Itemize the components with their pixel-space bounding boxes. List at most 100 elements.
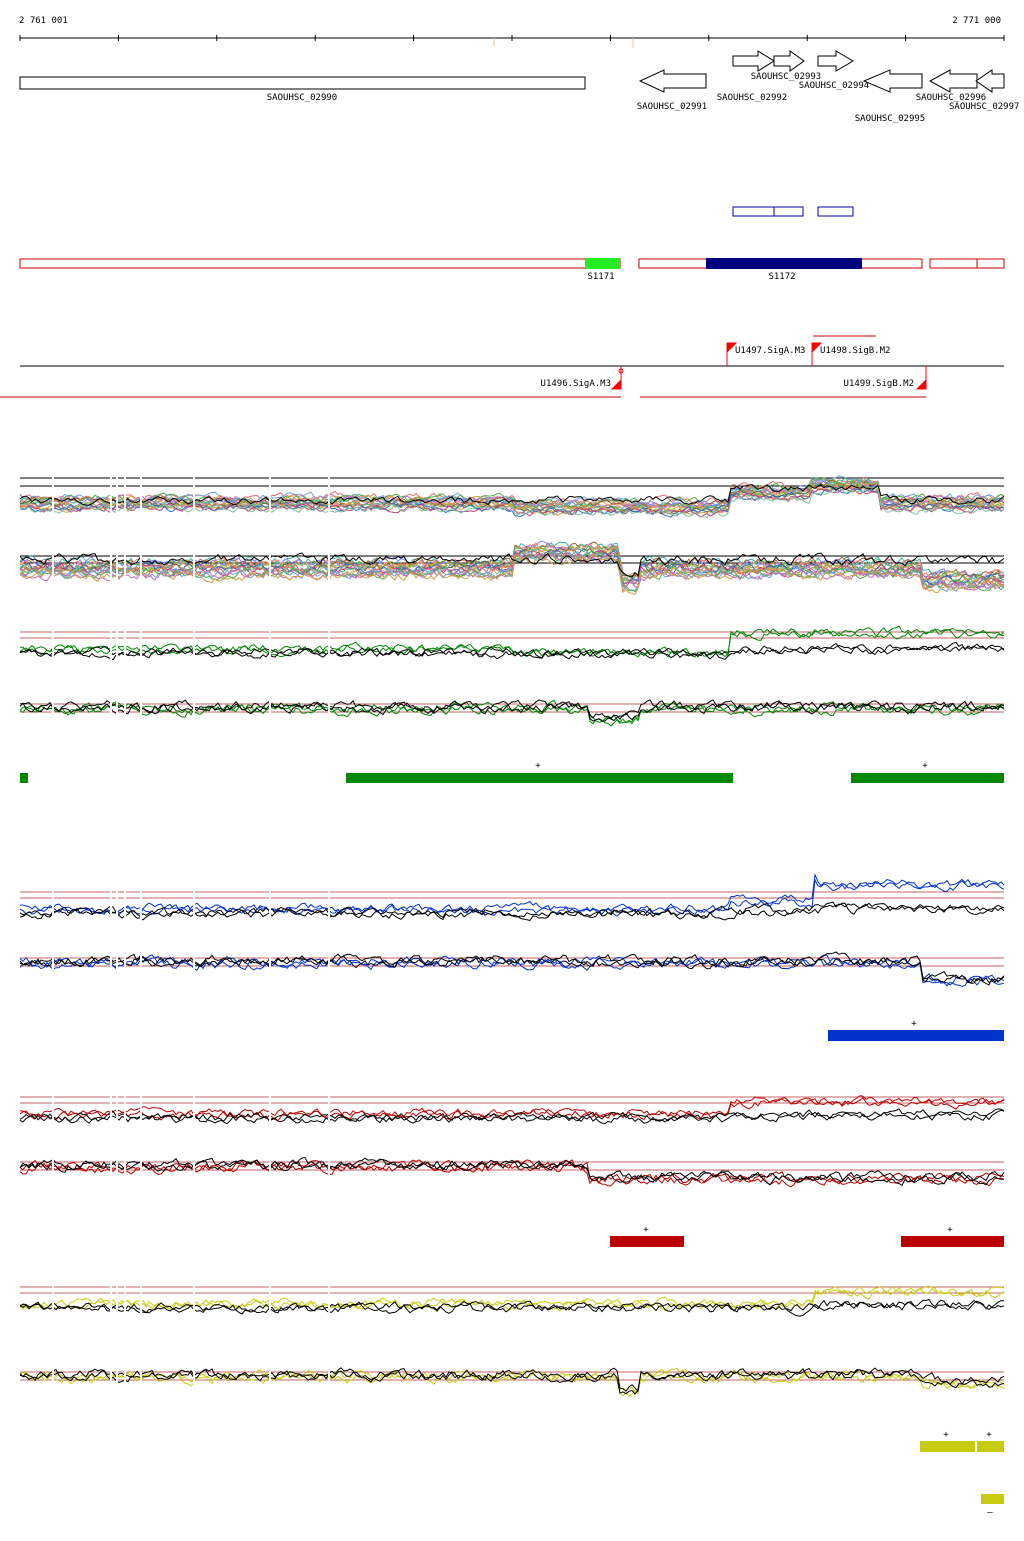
gene-label: SAOUHSC_02991	[637, 102, 707, 112]
gap-mark	[116, 470, 118, 590]
profile-multicolor-track	[19, 470, 1005, 596]
promoter-label: U1498.SigB.M2	[820, 346, 890, 356]
profile-line	[19, 553, 1005, 596]
gene-body[interactable]	[19, 76, 586, 90]
profile-line	[19, 699, 1005, 721]
gap-mark	[193, 470, 195, 590]
terminator-mark	[618, 368, 624, 374]
gene-label: SAOUHSC_02995	[855, 114, 925, 124]
promoter-label: U1497.SigA.M3	[735, 346, 805, 356]
promoter-flag[interactable]	[610, 366, 622, 390]
gap-mark	[140, 470, 142, 590]
profile-line	[19, 700, 1005, 722]
gap-mark	[269, 470, 271, 590]
gap-mark	[140, 888, 142, 976]
profile-line	[19, 644, 1005, 661]
gap-mark	[193, 1283, 195, 1390]
gap-mark	[269, 1093, 271, 1180]
profile-line	[19, 1371, 1005, 1397]
segment-mark: +	[947, 1225, 953, 1235]
feature-box[interactable]	[817, 206, 854, 217]
expression-segment[interactable]	[346, 773, 733, 783]
gene-arrow[interactable]	[773, 50, 805, 72]
profile-line	[19, 1108, 1005, 1124]
promoter-track: U1497.SigA.M3 U1498.SigB.M2 U1496.SigA.M…	[0, 335, 1004, 398]
profile-line	[19, 1300, 1005, 1317]
gap-mark	[193, 888, 195, 976]
gap-mark	[140, 1093, 142, 1180]
segment-mark: –	[987, 1508, 993, 1518]
profile-line	[19, 951, 1005, 986]
gene-arrow[interactable]	[928, 69, 978, 93]
promoter-flag[interactable]	[726, 342, 738, 366]
gap-mark	[328, 888, 330, 976]
promoter-flag[interactable]	[915, 366, 927, 390]
segment-mark: +	[986, 1430, 992, 1440]
ruler-end-label: 2 771 000	[952, 16, 1001, 26]
profile-line	[20, 873, 1005, 915]
gap-mark	[52, 1283, 54, 1390]
profile-line	[19, 552, 1005, 578]
segment-box[interactable]	[929, 258, 1005, 269]
feature-box[interactable]	[732, 206, 804, 217]
gap-mark	[124, 1283, 126, 1390]
gap-mark	[116, 628, 118, 722]
gap-mark	[328, 470, 330, 590]
expression-segment[interactable]	[610, 1236, 684, 1247]
segment-box[interactable]	[19, 258, 621, 269]
gap-mark	[193, 628, 195, 722]
gene-label: SAOUHSC_02992	[717, 93, 787, 103]
promoter-label: U1499.SigB.M2	[844, 379, 914, 389]
gap-mark	[116, 1283, 118, 1390]
profile-line	[19, 1298, 1005, 1314]
gap-mark	[110, 628, 112, 722]
expression-segment[interactable]	[901, 1236, 1004, 1247]
segment-bars-condition-4: + + –	[920, 1430, 1004, 1518]
gap-mark	[193, 1093, 195, 1180]
gene-label: SAOUHSC_02993	[751, 72, 821, 82]
gap-mark	[328, 1283, 330, 1390]
profile-line	[19, 1285, 1005, 1312]
gap-mark	[140, 628, 142, 722]
gap-mark	[116, 888, 118, 976]
expression-segment[interactable]	[981, 1494, 1004, 1504]
gene-arrow[interactable]	[975, 69, 1005, 93]
profile-line	[19, 486, 1005, 518]
segment-bars-condition-2: +	[828, 1019, 1004, 1041]
gene-arrow[interactable]	[817, 50, 854, 72]
expression-segment[interactable]	[20, 773, 28, 783]
expression-segment[interactable]	[920, 1441, 975, 1452]
promoter-flag[interactable]	[811, 342, 823, 366]
ruler-start-label: 2 761 001	[19, 16, 68, 26]
gene-label: SAOUHSC_02996	[916, 93, 986, 103]
profile-line	[19, 1158, 1005, 1187]
segment-track: S1171 S1172	[19, 258, 1005, 282]
expression-segment[interactable]	[828, 1030, 1004, 1041]
gap-mark	[52, 888, 54, 976]
profile-condition-tracks	[19, 625, 1005, 1397]
gap-mark	[116, 1093, 118, 1180]
srna-block[interactable]	[706, 258, 862, 269]
profile-line	[19, 625, 1005, 658]
gene-arrow[interactable]	[862, 69, 923, 93]
gap-mark	[328, 1093, 330, 1180]
gene-label: SAOUHSC_02990	[267, 93, 337, 103]
expression-segment[interactable]	[977, 1441, 1004, 1452]
profile-line	[19, 1367, 1005, 1395]
gene-arrow[interactable]	[638, 69, 707, 93]
gap-mark	[110, 1283, 112, 1390]
gap-mark	[269, 628, 271, 722]
profile-line	[19, 954, 1005, 986]
segment-mark: +	[943, 1430, 949, 1440]
segment-bars-condition-1: + +	[20, 761, 1004, 783]
gap-mark	[52, 628, 54, 722]
expression-segment[interactable]	[851, 773, 1004, 783]
profile-line	[19, 1097, 1005, 1122]
gene-arrow[interactable]	[732, 50, 775, 72]
segment-bars-condition-3: + +	[610, 1225, 1004, 1247]
ruler-ticks	[19, 35, 1005, 48]
gap-mark	[140, 1283, 142, 1390]
srna-block[interactable]	[585, 258, 620, 269]
segment-mark: +	[922, 761, 928, 771]
segment-mark: +	[643, 1225, 649, 1235]
